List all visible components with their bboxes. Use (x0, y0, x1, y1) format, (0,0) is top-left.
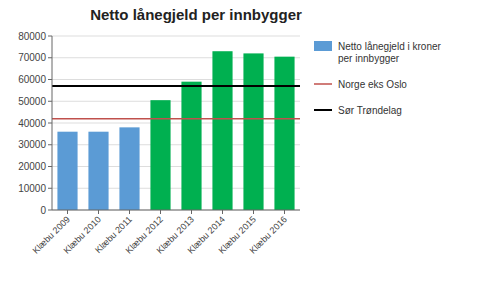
legend-label: Sør Trøndelag (338, 105, 402, 116)
bar (119, 127, 139, 210)
grid-line (52, 36, 300, 37)
bar (212, 51, 232, 210)
y-tick-label: 60000 (18, 74, 46, 85)
x-tick-label: Klæbu 2016 (248, 214, 289, 255)
y-tick (48, 144, 52, 145)
reference-line (52, 118, 300, 120)
x-tick (160, 210, 161, 214)
y-tick-label: 50000 (18, 96, 46, 107)
title: Netto lånegjeld per innbygger (90, 6, 302, 23)
legend-swatch (314, 41, 332, 51)
chart-svg: Netto lånegjeld per innbygger 0 10000 20000… (0, 0, 480, 289)
chart-container: Netto lånegjeld per innbygger 0 10000 20000… (0, 0, 480, 289)
x-axis (52, 210, 300, 211)
x-tick (253, 210, 254, 214)
y-tick (48, 36, 52, 37)
y-tick (48, 57, 52, 58)
x-tick (191, 210, 192, 214)
y-tick (48, 166, 52, 167)
bar (181, 82, 201, 210)
y-tick-label: 20000 (18, 161, 46, 172)
y-tick-label: 10000 (18, 183, 46, 194)
y-tick (48, 123, 52, 124)
legend: Netto lånegjeld i kronerper innbygger Nor… (314, 41, 442, 116)
legend-swatch (314, 109, 332, 111)
y-tick (48, 101, 52, 102)
y-tick-label: 40000 (18, 118, 46, 129)
y-tick (48, 188, 52, 189)
y-axis (52, 36, 53, 210)
legend-label: Netto lånegjeld i kronerper innbygger (338, 41, 442, 64)
x-tick (222, 210, 223, 214)
y-tick (48, 210, 52, 211)
y-tick-label: 70000 (18, 52, 46, 63)
x-tick (284, 210, 285, 214)
legend-swatch (314, 83, 332, 85)
grid-line (52, 210, 300, 211)
bar (243, 53, 263, 210)
y-tick-label: 80000 (18, 31, 46, 42)
legend-label: Norge eks Oslo (338, 79, 407, 90)
x-tick (129, 210, 130, 214)
bar (274, 57, 294, 210)
y-tick-label: 30000 (18, 139, 46, 150)
bar (57, 132, 77, 210)
grid (52, 36, 300, 210)
reference-line (52, 85, 300, 87)
y-tick (48, 79, 52, 80)
bar (88, 132, 108, 210)
bar (150, 100, 170, 210)
plot-area (52, 51, 300, 210)
y-tick-label: 0 (40, 205, 46, 216)
x-tick (98, 210, 99, 214)
x-tick (67, 210, 68, 214)
